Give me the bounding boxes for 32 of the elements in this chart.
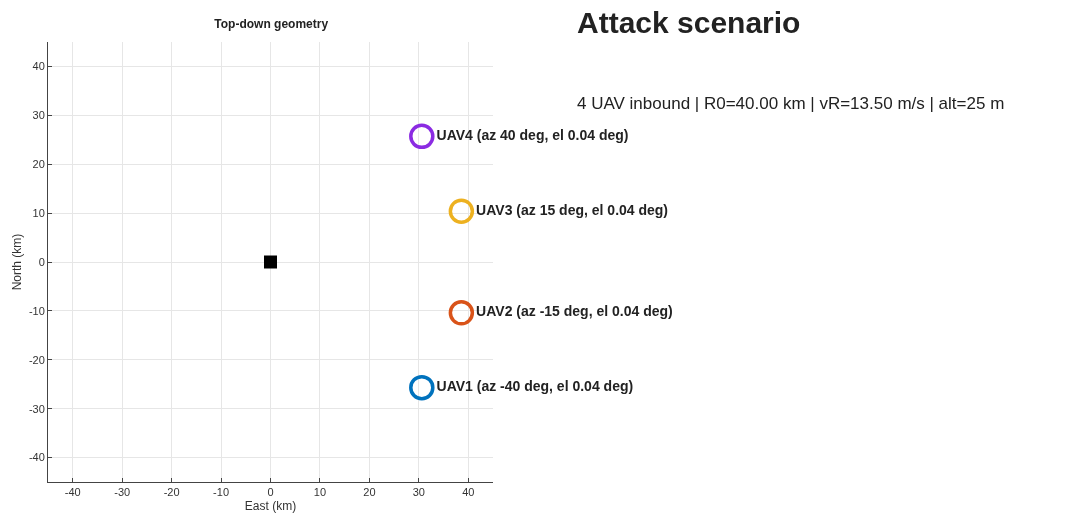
x-tick-label: 20 [363, 486, 376, 499]
y-tick-label: -20 [28, 353, 45, 366]
point [409, 374, 435, 401]
x-tick-label: 10 [313, 486, 327, 499]
x-tick-label: 40 [462, 486, 475, 499]
x-tick-label: -10 [213, 486, 230, 499]
y-tick-label: 40 [32, 60, 45, 73]
series-label: UAV2 (az -15 deg, el 0.04 deg) [476, 303, 673, 320]
x-tick-label: 0 [267, 486, 274, 499]
series-label: UAV3 (az 15 deg, el 0.04 deg) [476, 201, 669, 218]
x-axis-title: East (km) [244, 499, 297, 514]
x-tick-label: 30 [412, 486, 425, 499]
y-tick-label: -40 [28, 451, 45, 464]
y-axis-title: North (km) [10, 233, 25, 291]
point [264, 255, 277, 269]
x-tick-label: -30 [114, 486, 131, 499]
x-tick-label: -40 [64, 486, 81, 499]
point [448, 300, 475, 326]
y-tick-label: 0 [38, 255, 45, 268]
y-tick-label: 30 [32, 109, 45, 122]
point [448, 198, 475, 224]
x-tick-label: -20 [163, 486, 180, 499]
series-label: UAV1 (az -40 deg, el 0.04 deg) [436, 378, 634, 395]
text: Attack scenario [577, 6, 801, 39]
series-label: UAV4 (az 40 deg, el 0.04 deg) [436, 126, 629, 143]
point [409, 123, 435, 150]
y-tick-label: 10 [32, 206, 45, 219]
text: 4 UAV inbound | R0=40.00 km | vR=13.50 m/s | alt=25 m [577, 94, 1005, 113]
y-tick-label: -10 [28, 304, 45, 317]
chart-title: Top-down geometry [214, 16, 329, 31]
y-tick-label: 20 [32, 158, 45, 171]
y-tick-label: -30 [28, 402, 45, 415]
